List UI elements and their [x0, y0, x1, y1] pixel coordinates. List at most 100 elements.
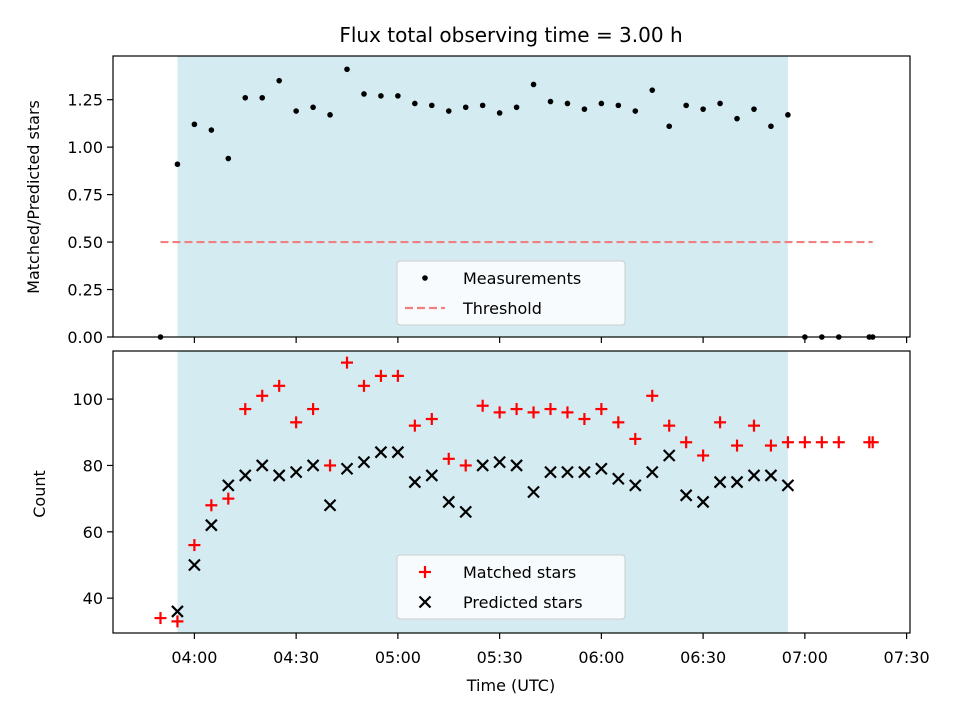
predicted-star-point [425, 469, 439, 482]
predicted-star-point [747, 469, 761, 482]
predicted-star-point [442, 495, 456, 509]
predicted-star-point [323, 498, 337, 512]
matched-star-point [171, 615, 184, 628]
bottom-y-tick-label: 100 [72, 390, 103, 409]
measurement-point [429, 102, 435, 109]
predicted-star-point [629, 479, 642, 492]
matched-star-point [663, 419, 676, 432]
predicted-star-point [188, 558, 201, 572]
measurement-point [344, 66, 350, 73]
measurement-point [547, 98, 554, 105]
matched-star-point [697, 449, 710, 462]
predicted-star-point [340, 462, 354, 476]
predicted-star-point [476, 459, 489, 472]
bottom-legend: Matched stars Predicted stars [396, 554, 626, 620]
measurement-point [496, 110, 503, 116]
measurement-point [683, 102, 689, 109]
matched-star-point [544, 403, 557, 416]
predicted-star-point [662, 449, 676, 462]
top-legend: Measurements Threshold [396, 260, 626, 326]
measurement-point [598, 100, 605, 107]
legend-label: Predicted stars [463, 593, 583, 612]
top-y-tick-label: 1.00 [67, 138, 103, 157]
measurement-point [208, 127, 215, 133]
matched-star-point [493, 406, 506, 419]
legend-label: Measurements [463, 269, 581, 288]
predicted-star-point [696, 495, 710, 509]
measurement-point [395, 93, 401, 99]
measurement-point [259, 94, 266, 101]
predicted-star-point [408, 475, 422, 489]
matched-star-point [324, 459, 337, 472]
x-tick-label: 06:30 [680, 648, 726, 667]
matched-star-point [866, 436, 879, 449]
matched-star-point [747, 419, 760, 432]
measurement-point [581, 106, 588, 112]
top-legend-box [396, 260, 626, 326]
bottom-axes-frame [112, 350, 911, 634]
predicted-star-point [730, 475, 744, 489]
predicted-star-point [255, 459, 269, 472]
x-tick-label: 05:00 [375, 648, 421, 667]
matched-star-point [442, 452, 455, 465]
measurement-point [666, 123, 673, 130]
measurement-point [513, 104, 520, 111]
predicted-star-point [289, 465, 303, 479]
predicted-star-point [222, 479, 235, 492]
measurement-point [378, 93, 384, 99]
measurement-point [174, 161, 181, 168]
predicted-star-point [781, 479, 795, 492]
measurement-point [717, 100, 723, 107]
top-y-tick-label: 0.00 [67, 328, 103, 347]
predicted-star-point [764, 469, 778, 482]
matched-star-point [239, 403, 252, 416]
matched-star-point [680, 436, 693, 449]
measurement-point [445, 108, 452, 114]
measurement-point [751, 106, 757, 112]
matched-star-point [510, 403, 523, 416]
measurement-point [293, 108, 299, 114]
predicted-star-point [171, 605, 184, 618]
measurement-point [276, 77, 282, 84]
measurement-point [700, 106, 706, 112]
matched-star-point [425, 413, 438, 426]
x-axis-label: Time (UTC) [466, 676, 555, 695]
matched-star-point [595, 403, 608, 416]
measurement-point [530, 81, 537, 88]
predicted-star-point [306, 459, 320, 472]
top-y-tick-label: 0.25 [67, 281, 103, 300]
matched-star-point [832, 436, 845, 449]
measurement-point [310, 104, 316, 111]
x-tick-label: 07:30 [884, 648, 930, 667]
matched-star-point [154, 612, 167, 625]
measurement-point [768, 123, 774, 130]
matched-star-point [256, 389, 269, 402]
matched-star-point [391, 369, 404, 382]
matched-star-point [764, 439, 777, 452]
predicted-star-point [493, 455, 506, 469]
matched-star-point [578, 413, 591, 426]
legend-label: Threshold [462, 299, 542, 318]
predicted-star-point [391, 445, 405, 459]
measurement-point [225, 155, 232, 162]
matched-star-point [188, 539, 201, 552]
bottom-panel: 04:00 04:30 05:00 05:30 06:00 06:30 07:00 07:30… [72, 350, 930, 667]
bottom-legend-box [396, 554, 626, 620]
predicted-star-point [679, 489, 693, 502]
top-axes-frame [112, 55, 911, 338]
matched-star-point [374, 369, 387, 382]
matched-star-point [408, 419, 421, 432]
legend-measurement-swatch [422, 275, 428, 281]
matched-star-point [341, 356, 354, 369]
predicted-star-point [357, 455, 371, 469]
matched-star-point [222, 492, 235, 505]
matched-star-point [815, 436, 828, 449]
predicted-star-point [510, 459, 523, 472]
matched-star-point [781, 436, 794, 449]
x-tick-label: 07:00 [782, 648, 828, 667]
measurement-point [649, 87, 656, 93]
top-y-tick-label: 0.50 [67, 233, 103, 252]
matched-star-point [612, 416, 625, 429]
predicted-star-point [272, 469, 286, 482]
